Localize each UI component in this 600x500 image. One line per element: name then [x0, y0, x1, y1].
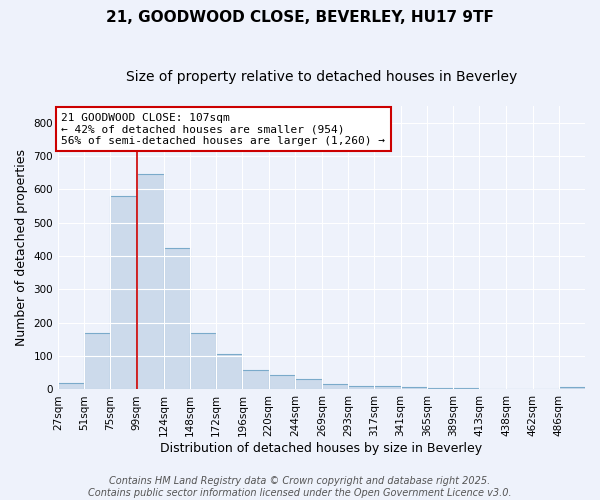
Bar	[348, 386, 374, 390]
Bar	[453, 388, 479, 390]
Bar	[295, 379, 322, 390]
Text: 21 GOODWOOD CLOSE: 107sqm
← 42% of detached houses are smaller (954)
56% of semi: 21 GOODWOOD CLOSE: 107sqm ← 42% of detac…	[61, 112, 385, 146]
Text: 21, GOODWOOD CLOSE, BEVERLEY, HU17 9TF: 21, GOODWOOD CLOSE, BEVERLEY, HU17 9TF	[106, 10, 494, 25]
Bar	[322, 384, 348, 390]
Y-axis label: Number of detached properties: Number of detached properties	[15, 149, 28, 346]
Bar	[374, 386, 401, 390]
X-axis label: Distribution of detached houses by size in Beverley: Distribution of detached houses by size …	[160, 442, 482, 455]
Bar	[164, 248, 190, 390]
Bar	[216, 354, 242, 390]
Bar	[559, 388, 585, 390]
Bar	[479, 389, 506, 390]
Bar	[242, 370, 269, 390]
Bar	[427, 388, 453, 390]
Bar	[269, 376, 295, 390]
Text: Contains HM Land Registry data © Crown copyright and database right 2025.
Contai: Contains HM Land Registry data © Crown c…	[88, 476, 512, 498]
Bar	[58, 383, 84, 390]
Bar	[110, 196, 137, 390]
Bar	[401, 388, 427, 390]
Title: Size of property relative to detached houses in Beverley: Size of property relative to detached ho…	[126, 70, 517, 84]
Bar	[190, 333, 216, 390]
Bar	[84, 334, 110, 390]
Bar	[137, 174, 164, 390]
